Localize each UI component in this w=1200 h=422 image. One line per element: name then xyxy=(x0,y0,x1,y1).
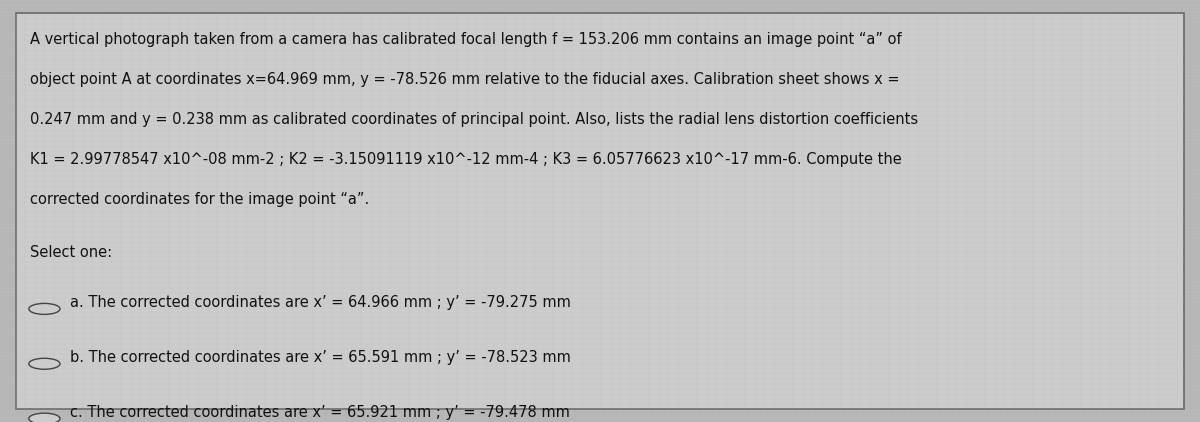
Text: object point A at coordinates x=64.969 mm, y = -78.526 mm relative to the fiduci: object point A at coordinates x=64.969 m… xyxy=(30,72,900,87)
Text: b. The corrected coordinates are x’ = 65.591 mm ; y’ = -78.523 mm: b. The corrected coordinates are x’ = 65… xyxy=(70,350,570,365)
FancyBboxPatch shape xyxy=(16,13,1184,409)
Text: corrected coordinates for the image point “a”.: corrected coordinates for the image poin… xyxy=(30,192,370,207)
Ellipse shape xyxy=(29,413,60,422)
Text: 0.247 mm and y = 0.238 mm as calibrated coordinates of principal point. Also, li: 0.247 mm and y = 0.238 mm as calibrated … xyxy=(30,112,918,127)
Ellipse shape xyxy=(29,358,60,369)
Text: c. The corrected coordinates are x’ = 65.921 mm ; y’ = -79.478 mm: c. The corrected coordinates are x’ = 65… xyxy=(70,405,570,420)
Text: Select one:: Select one: xyxy=(30,245,112,260)
Text: K1 = 2.99778547 x10^-08 mm-2 ; K2 = -3.15091119 x10^-12 mm-4 ; K3 = 6.05776623 x: K1 = 2.99778547 x10^-08 mm-2 ; K2 = -3.1… xyxy=(30,152,901,167)
Text: a. The corrected coordinates are x’ = 64.966 mm ; y’ = -79.275 mm: a. The corrected coordinates are x’ = 64… xyxy=(70,295,570,311)
Text: A vertical photograph taken from a camera has calibrated focal length f = 153.20: A vertical photograph taken from a camer… xyxy=(30,32,901,47)
Ellipse shape xyxy=(29,303,60,314)
